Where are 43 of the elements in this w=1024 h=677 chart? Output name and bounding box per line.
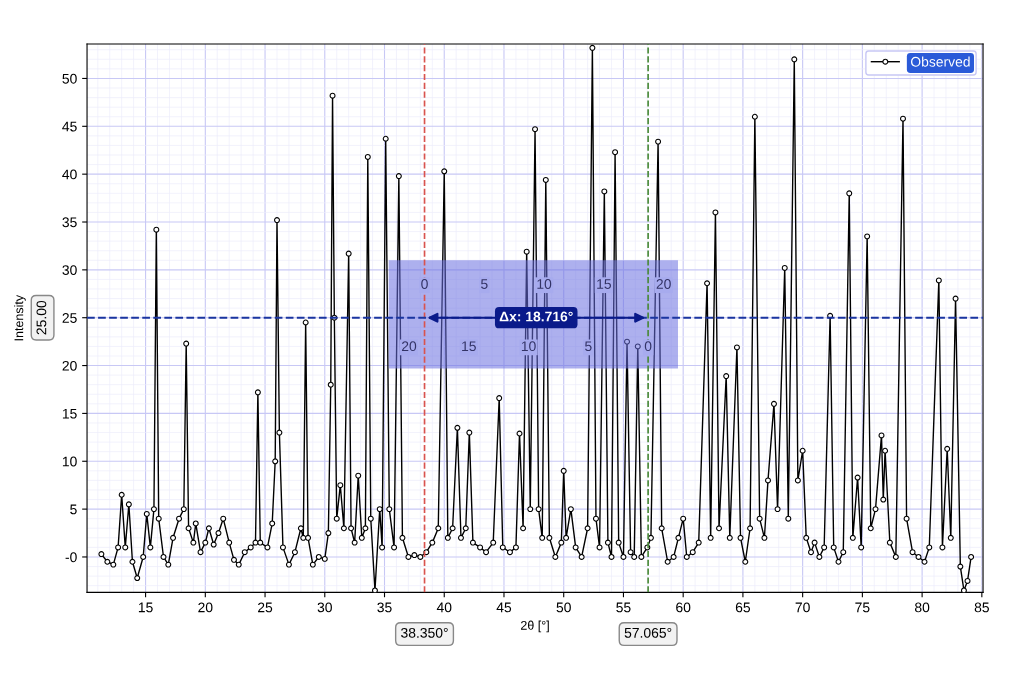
y-tick-label: 45 (62, 121, 77, 132)
x-tick-label: 30 (317, 602, 332, 613)
annotation: 10 (537, 279, 552, 289)
legend-label: Observed (910, 56, 970, 67)
y-tick-label: 35 (62, 217, 77, 228)
y-tick-label: 15 (62, 408, 77, 419)
y-tick-label: 40 (62, 169, 77, 180)
y-tick-label: 50 (62, 73, 77, 84)
y-tick-label: 25 (62, 313, 77, 323)
x-tick-label: 55 (616, 602, 631, 613)
x-tick-label: 15 (138, 602, 153, 613)
x-tick-label: 40 (436, 602, 452, 613)
ref-line-label: 25.00 (36, 300, 47, 335)
x-tick-label: 25 (258, 602, 273, 613)
x-tick-label: 80 (914, 602, 930, 613)
annotation: 15 (597, 279, 612, 289)
x-tick-label: 60 (676, 602, 691, 613)
ref-line-label: 57.065° (624, 627, 672, 638)
x-tick-label: 20 (198, 602, 213, 613)
x-tick-label: 65 (735, 602, 751, 613)
annotation: 0 (421, 279, 428, 289)
y-tick-label: 10 (62, 456, 77, 467)
annotation: 5 (481, 279, 488, 289)
annotation: 20 (401, 341, 417, 352)
annotation: 5 (585, 341, 592, 352)
annotation: 10 (521, 341, 536, 352)
annotation: 0 (644, 341, 652, 352)
x-tick-label: 50 (556, 602, 571, 613)
x-tick-label: 75 (855, 602, 870, 613)
y-tick-label: -0 (65, 552, 77, 563)
x-tick-label: 35 (377, 602, 392, 613)
x-tick-label: 45 (496, 602, 512, 613)
x-tick-label: 70 (795, 602, 810, 613)
annotation: Δx: 18.716° (499, 311, 573, 322)
annotation: 15 (462, 341, 476, 352)
x-tick-label: 85 (974, 602, 989, 613)
ref-line-label: 38.350° (401, 627, 448, 638)
y-tick-label: 5 (70, 504, 77, 515)
annotation: 20 (656, 279, 671, 289)
x-axis-title: 2θ [°] (521, 620, 549, 633)
y-axis-title: Intensity (14, 294, 26, 341)
y-tick-label: 30 (62, 265, 77, 276)
y-tick-label: 20 (62, 360, 77, 371)
